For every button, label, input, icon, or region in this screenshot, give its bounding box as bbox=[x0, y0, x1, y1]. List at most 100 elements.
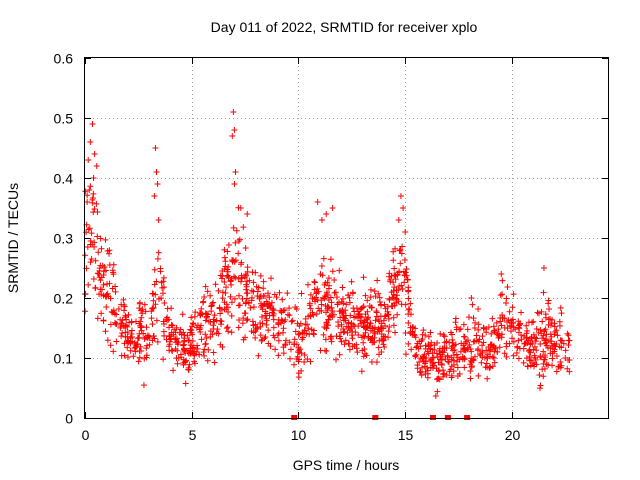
data-point bbox=[82, 188, 89, 195]
data-point bbox=[166, 338, 173, 345]
data-point bbox=[149, 321, 156, 328]
data-point bbox=[454, 373, 461, 380]
data-point bbox=[110, 271, 117, 278]
data-point bbox=[89, 121, 96, 127]
data-point bbox=[208, 308, 215, 315]
data-point bbox=[396, 283, 403, 290]
data-point bbox=[434, 340, 441, 347]
data-point bbox=[286, 312, 293, 319]
data-point bbox=[153, 278, 160, 285]
data-point bbox=[294, 353, 301, 360]
data-point bbox=[490, 354, 497, 361]
data-point bbox=[210, 299, 217, 306]
data-point bbox=[228, 299, 235, 306]
data-point bbox=[257, 292, 264, 299]
data-point bbox=[381, 343, 388, 350]
y-tick-label: 0.6 bbox=[54, 51, 74, 67]
data-point bbox=[470, 338, 477, 345]
data-point bbox=[539, 318, 546, 325]
plot-frame bbox=[84, 57, 609, 419]
data-point bbox=[453, 358, 460, 365]
data-point bbox=[324, 303, 331, 310]
y-tick-label: 0.4 bbox=[54, 171, 74, 187]
data-point bbox=[138, 307, 145, 314]
data-point bbox=[109, 285, 116, 292]
data-point bbox=[324, 289, 331, 296]
data-point bbox=[384, 303, 391, 310]
data-point bbox=[201, 346, 208, 353]
data-point bbox=[346, 346, 353, 353]
data-point bbox=[321, 295, 328, 302]
data-point bbox=[401, 272, 408, 279]
data-point bbox=[425, 333, 432, 340]
data-point bbox=[549, 362, 556, 369]
data-point bbox=[262, 333, 269, 340]
data-point bbox=[202, 341, 209, 348]
data-point bbox=[503, 353, 510, 360]
data-point bbox=[475, 321, 482, 328]
data-point bbox=[314, 285, 321, 292]
zero-value-marker bbox=[464, 415, 471, 420]
data-point bbox=[166, 324, 173, 331]
data-point bbox=[497, 292, 504, 299]
data-point bbox=[242, 299, 249, 306]
data-point bbox=[530, 318, 537, 325]
data-point bbox=[328, 333, 335, 340]
y-tick-label: 0.1 bbox=[54, 351, 74, 367]
data-point bbox=[307, 291, 314, 298]
data-point bbox=[219, 343, 226, 350]
data-point bbox=[496, 332, 503, 339]
data-point bbox=[322, 336, 329, 343]
data-point bbox=[427, 329, 434, 336]
data-point bbox=[193, 348, 200, 355]
data-point bbox=[235, 302, 242, 309]
data-point bbox=[94, 233, 101, 240]
data-point bbox=[198, 336, 205, 343]
data-point bbox=[84, 244, 91, 251]
data-point bbox=[160, 278, 167, 285]
data-point bbox=[424, 348, 431, 355]
data-point bbox=[270, 316, 277, 323]
data-point bbox=[325, 275, 332, 282]
data-point bbox=[548, 338, 555, 345]
data-point bbox=[151, 193, 158, 199]
data-point bbox=[362, 329, 369, 336]
data-point bbox=[336, 267, 343, 274]
data-point bbox=[340, 314, 347, 321]
data-point bbox=[319, 272, 326, 279]
x-axis-label: GPS time / hours bbox=[293, 457, 400, 473]
data-point bbox=[279, 296, 286, 303]
data-point bbox=[190, 320, 197, 327]
data-point bbox=[311, 279, 318, 286]
chart-title: Day 011 of 2022, SRMTID for receiver xpl… bbox=[211, 19, 478, 35]
data-point bbox=[102, 328, 109, 335]
data-point bbox=[371, 288, 378, 295]
data-point bbox=[346, 294, 353, 301]
data-point bbox=[242, 334, 249, 341]
data-point bbox=[238, 278, 245, 285]
data-point bbox=[528, 319, 535, 326]
data-point bbox=[139, 306, 146, 313]
data-point bbox=[314, 199, 321, 205]
data-point bbox=[290, 361, 297, 368]
data-point bbox=[207, 333, 214, 340]
data-point bbox=[131, 345, 138, 352]
data-point bbox=[523, 334, 530, 341]
data-point bbox=[562, 354, 569, 361]
data-point bbox=[403, 266, 410, 273]
data-point bbox=[88, 230, 95, 237]
data-point bbox=[301, 330, 308, 337]
data-point bbox=[259, 302, 266, 309]
data-point bbox=[265, 327, 272, 334]
data-point bbox=[155, 249, 162, 256]
data-point bbox=[498, 322, 505, 329]
data-point bbox=[150, 297, 157, 304]
data-point bbox=[358, 334, 365, 341]
data-point bbox=[207, 328, 214, 335]
data-point bbox=[201, 293, 208, 300]
data-point bbox=[301, 352, 308, 358]
data-point bbox=[547, 322, 554, 329]
data-point bbox=[375, 344, 382, 351]
data-point bbox=[405, 305, 412, 312]
data-point bbox=[520, 359, 527, 366]
